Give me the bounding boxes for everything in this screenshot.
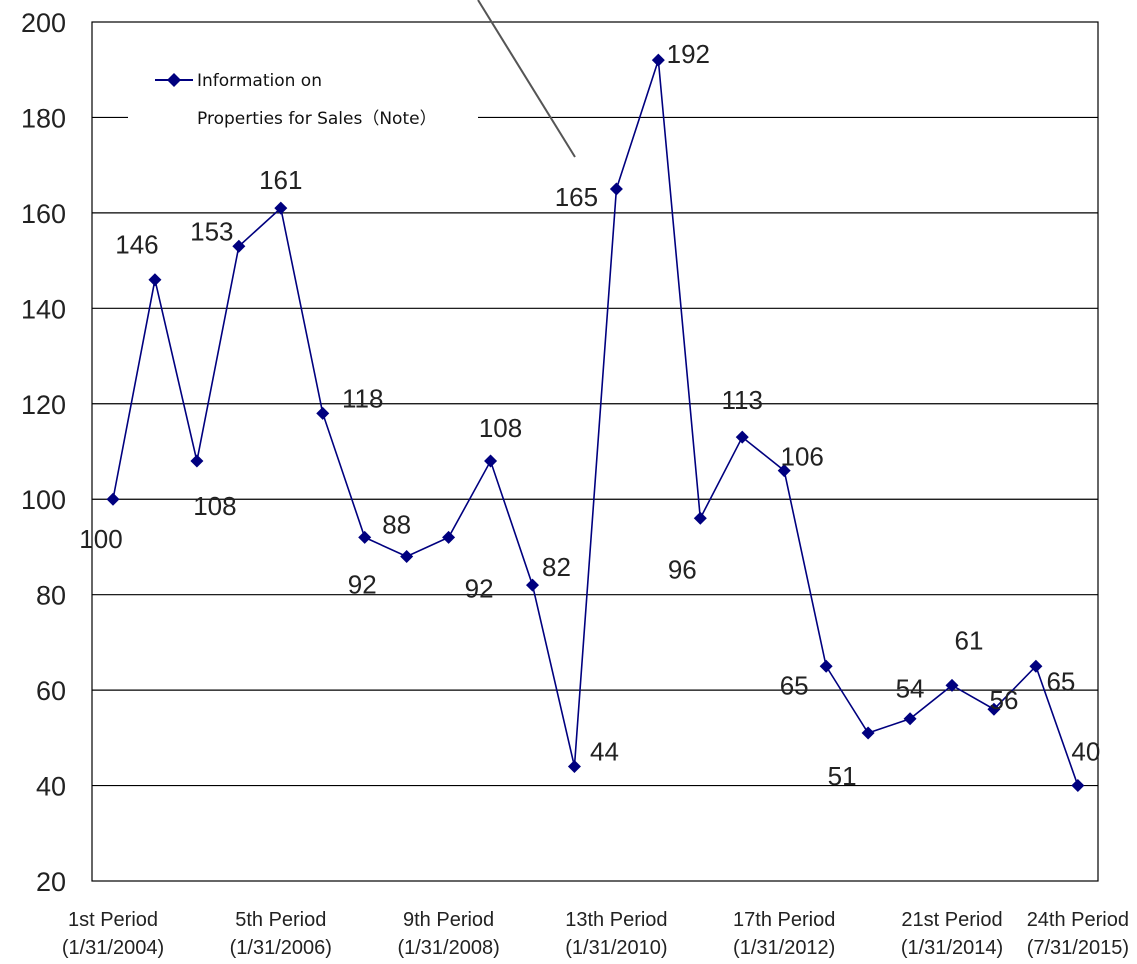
data-label: 40 bbox=[1071, 737, 1100, 767]
data-point-marker bbox=[903, 712, 917, 726]
data-label: 44 bbox=[590, 736, 619, 766]
data-point-marker bbox=[316, 406, 330, 420]
x-tick-sublabel: (7/31/2015) bbox=[1027, 937, 1129, 959]
y-tick-label-140: 140 bbox=[21, 294, 66, 324]
data-point-marker bbox=[1029, 659, 1043, 673]
data-point-marker bbox=[148, 273, 162, 287]
data-point-marker bbox=[526, 578, 539, 592]
y-tick-label-40: 40 bbox=[36, 772, 66, 802]
series-line bbox=[112, 59, 1079, 786]
data-label: 161 bbox=[259, 165, 302, 195]
data-label: 106 bbox=[781, 442, 824, 472]
x-tick-label: 1st Period bbox=[68, 909, 158, 931]
data-point-marker bbox=[609, 182, 623, 196]
data-label: 92 bbox=[348, 569, 377, 599]
x-tick-sublabel: (1/31/2006) bbox=[230, 937, 332, 959]
data-point-marker bbox=[232, 239, 246, 253]
y-tick-label-200: 200 bbox=[21, 8, 66, 38]
legend-label-line2: Properties for Sales（Note） bbox=[197, 109, 437, 129]
y-axis-ticks: 20 40 60 80 100 120 140 160 180 200 bbox=[21, 8, 66, 897]
legend-diamond-marker bbox=[167, 73, 181, 87]
plot-area bbox=[91, 21, 1099, 882]
data-point-marker bbox=[106, 492, 120, 506]
data-label: 88 bbox=[382, 509, 411, 539]
x-tick-label: 5th Period bbox=[235, 909, 326, 931]
series-information-on-properties bbox=[106, 53, 1085, 793]
data-point-marker bbox=[651, 53, 665, 67]
annotation-callout-line bbox=[477, 0, 576, 158]
x-tick-sublabel: (1/31/2010) bbox=[565, 937, 667, 959]
x-tick-label: 17th Period bbox=[733, 909, 835, 931]
data-point-marker bbox=[987, 702, 1001, 716]
data-point-marker bbox=[190, 454, 204, 468]
data-point-marker bbox=[861, 726, 875, 740]
data-label: 51 bbox=[828, 761, 857, 791]
data-point-marker bbox=[274, 201, 288, 215]
x-tick-label: 13th Period bbox=[565, 909, 667, 931]
data-point-marker bbox=[1071, 779, 1085, 793]
data-point-marker bbox=[567, 759, 581, 773]
gridlines bbox=[92, 116, 1098, 787]
data-labels: 1001461081531611189288921088244165192961… bbox=[79, 39, 1100, 791]
y-tick-label-80: 80 bbox=[36, 581, 66, 611]
x-axis-ticks: 1st Period (1/31/2004) 5th Period (1/31/200… bbox=[62, 909, 1129, 959]
data-point-marker bbox=[777, 464, 791, 478]
data-point-marker bbox=[735, 430, 749, 444]
data-label: 61 bbox=[955, 625, 984, 655]
y-tick-label-100: 100 bbox=[21, 485, 66, 515]
data-label: 96 bbox=[668, 554, 697, 584]
data-label: 118 bbox=[342, 383, 383, 413]
data-label: 82 bbox=[542, 552, 571, 582]
data-point-marker bbox=[819, 659, 833, 673]
y-tick-label-180: 180 bbox=[21, 103, 66, 133]
data-label: 165 bbox=[555, 182, 598, 212]
data-point-marker bbox=[484, 454, 498, 468]
y-tick-label-20: 20 bbox=[36, 867, 66, 897]
x-tick-sublabel: (1/31/2008) bbox=[397, 937, 499, 959]
data-label: 108 bbox=[479, 413, 522, 443]
legend-background bbox=[128, 60, 478, 138]
data-label: 153 bbox=[190, 216, 233, 246]
x-tick-sublabel: (1/31/2012) bbox=[733, 937, 835, 959]
data-point-marker bbox=[358, 530, 372, 544]
x-tick-sublabel: (1/31/2014) bbox=[901, 937, 1003, 959]
legend: Information on Properties for Sales（Note… bbox=[128, 60, 478, 138]
x-tick-label: 21st Period bbox=[901, 909, 1002, 931]
data-label: 113 bbox=[722, 385, 763, 415]
data-label: 100 bbox=[79, 524, 122, 554]
data-label: 56 bbox=[989, 685, 1018, 715]
data-label: 54 bbox=[896, 674, 925, 704]
legend-label-line1: Information on bbox=[197, 71, 322, 91]
x-tick-sublabel: (1/31/2004) bbox=[62, 937, 164, 959]
data-label: 192 bbox=[667, 39, 710, 69]
data-label: 108 bbox=[193, 491, 236, 521]
data-point-marker bbox=[693, 511, 707, 525]
data-point-marker bbox=[945, 678, 959, 692]
data-label: 146 bbox=[115, 230, 158, 260]
data-point-marker bbox=[442, 530, 456, 544]
y-tick-label-120: 120 bbox=[21, 390, 66, 420]
x-tick-label: 24th Period bbox=[1027, 909, 1129, 931]
data-point-marker bbox=[400, 549, 414, 563]
x-tick-label: 9th Period bbox=[403, 909, 494, 931]
y-tick-label-60: 60 bbox=[36, 676, 66, 706]
y-tick-label-160: 160 bbox=[21, 199, 66, 229]
data-label: 65 bbox=[1046, 666, 1075, 696]
data-label: 65 bbox=[780, 670, 809, 700]
data-label: 92 bbox=[465, 573, 494, 603]
